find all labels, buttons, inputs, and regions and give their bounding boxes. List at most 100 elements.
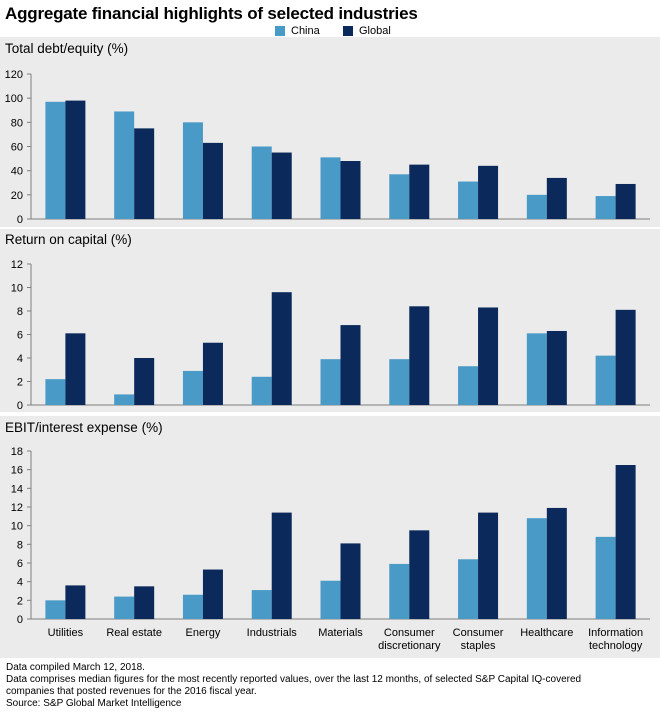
bar-global-1 (134, 358, 155, 405)
bar-china-8 (595, 536, 616, 619)
legend-global-swatch (343, 26, 353, 36)
y-tick-label: 8 (17, 306, 23, 318)
y-tick-label: 80 (11, 117, 23, 129)
bar-global-2 (202, 569, 223, 619)
bar-china-0 (45, 379, 66, 405)
bar-china-2 (182, 594, 203, 619)
bar-china-2 (182, 122, 203, 219)
y-tick-label: 6 (17, 558, 23, 570)
panel-title-debt-equity: Total debt/equity (%) (5, 41, 129, 56)
bar-china-8 (595, 355, 616, 405)
bar-global-5 (409, 164, 430, 219)
bar-china-6 (458, 181, 479, 219)
y-tick-label: 10 (11, 283, 23, 295)
bar-global-8 (615, 465, 636, 619)
y-tick-label: 20 (11, 190, 23, 202)
bar-china-1 (114, 394, 135, 405)
y-tick-label: 0 (17, 614, 23, 626)
legend-china-label: China (291, 25, 320, 37)
y-tick-label: 2 (17, 377, 23, 389)
panel-title-return-on-capital: Return on capital (%) (5, 232, 132, 247)
bar-global-4 (340, 161, 361, 219)
bar-global-5 (409, 306, 430, 405)
y-tick-label: 8 (17, 539, 23, 551)
y-tick-label: 12 (11, 259, 23, 271)
bar-global-0 (65, 100, 86, 219)
panel-title-ebit-interest: EBIT/interest expense (%) (5, 420, 163, 435)
legend-global: Global (343, 25, 391, 37)
bar-global-7 (546, 507, 567, 619)
x-tick-label: Energy (186, 627, 221, 639)
x-tick-label: technology (589, 640, 643, 652)
bar-china-3 (251, 146, 272, 219)
footer-line-4: Source: S&P Global Market Intelligence (6, 698, 182, 709)
bar-global-5 (409, 530, 430, 619)
bar-global-6 (478, 307, 499, 405)
bar-global-3 (271, 292, 292, 405)
y-tick-label: 16 (11, 465, 23, 477)
bar-china-7 (526, 518, 547, 619)
bar-china-7 (526, 194, 547, 219)
bar-global-3 (271, 512, 292, 619)
bar-china-0 (45, 101, 66, 219)
legend-china: China (275, 25, 320, 37)
bar-global-0 (65, 585, 86, 619)
bar-global-6 (478, 165, 499, 219)
bar-global-0 (65, 333, 86, 405)
y-tick-label: 100 (5, 93, 23, 105)
bar-global-6 (478, 512, 499, 619)
x-tick-label: Real estate (106, 627, 162, 639)
footer-line-3: companies that posted revenues for the 2… (6, 686, 257, 697)
footer-notes: Data compiled March 12, 2018. Data compr… (6, 662, 656, 710)
x-tick-label: Information (588, 627, 643, 639)
footer-line-2: Data comprises median figures for the mo… (6, 674, 582, 685)
y-tick-label: 6 (17, 330, 23, 342)
x-tick-label: Healthcare (520, 627, 573, 639)
bar-china-1 (114, 111, 135, 219)
y-tick-label: 12 (11, 502, 23, 514)
footer-line-1: Data compiled March 12, 2018. (6, 662, 145, 673)
bar-global-1 (134, 586, 155, 619)
bar-china-7 (526, 333, 547, 405)
x-tick-label: Industrials (247, 627, 298, 639)
bar-china-6 (458, 559, 479, 619)
bar-global-4 (340, 325, 361, 405)
y-tick-label: 14 (11, 483, 23, 495)
y-tick-label: 10 (11, 521, 23, 533)
y-tick-label: 2 (17, 595, 23, 607)
bar-china-2 (182, 370, 203, 405)
legend: China Global (0, 25, 660, 39)
bar-global-1 (134, 128, 155, 219)
chart-title: Aggregate financial highlights of select… (5, 4, 418, 23)
bar-china-5 (389, 174, 410, 219)
bar-global-7 (546, 330, 567, 405)
bar-global-8 (615, 309, 636, 405)
x-tick-label: Materials (318, 627, 363, 639)
bar-china-3 (251, 590, 272, 619)
x-tick-label: staples (461, 640, 496, 652)
bar-china-0 (45, 600, 66, 619)
bar-global-2 (202, 342, 223, 405)
y-tick-label: 4 (17, 353, 23, 365)
bar-global-3 (271, 152, 292, 219)
x-tick-label: Consumer (384, 627, 435, 639)
bar-china-4 (320, 580, 341, 619)
y-tick-label: 60 (11, 142, 23, 154)
legend-global-label: Global (359, 25, 391, 37)
bar-china-5 (389, 359, 410, 405)
bar-global-4 (340, 543, 361, 619)
x-tick-label: Utilities (48, 627, 84, 639)
bar-global-7 (546, 177, 567, 219)
bar-china-4 (320, 359, 341, 405)
y-tick-label: 0 (17, 214, 23, 226)
bar-china-3 (251, 376, 272, 405)
x-tick-label: Consumer (453, 627, 504, 639)
y-tick-label: 120 (5, 69, 23, 81)
y-tick-label: 0 (17, 400, 23, 412)
x-tick-label: discretionary (378, 640, 441, 652)
legend-china-swatch (275, 26, 285, 36)
bar-global-8 (615, 183, 636, 219)
bar-china-5 (389, 563, 410, 619)
y-tick-label: 18 (11, 446, 23, 458)
